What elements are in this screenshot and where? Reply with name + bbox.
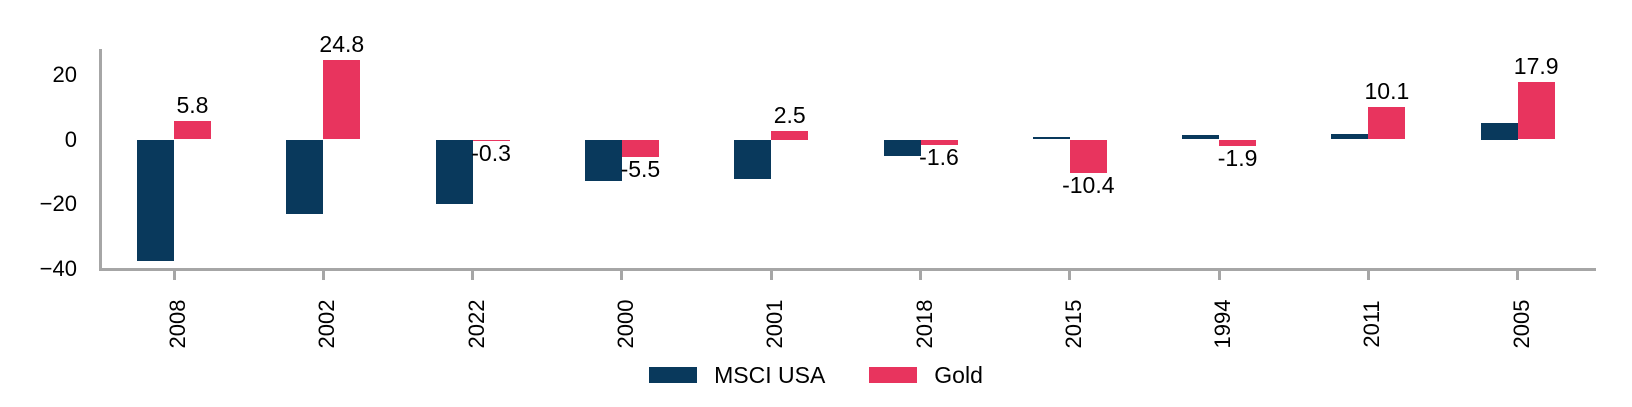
data-label-gold-2011: 10.1 [1364,77,1410,104]
x-axis-label-2008: 2008 [165,299,190,349]
bar-gold-2000 [621,139,659,158]
data-label-gold-2000: -5.5 [620,156,661,183]
bar-msci-usa-2008 [137,139,174,261]
bar-gold-2011 [1368,106,1406,140]
bar-gold-2001 [771,131,809,140]
x-axis-label-2022: 2022 [463,299,489,349]
bar-gold-2002 [323,59,361,140]
legend-spacer [842,375,852,376]
x-tick-2022 [471,271,475,280]
x-axis-label-2015: 2015 [1060,299,1086,349]
data-label-gold-2005: 17.9 [1513,52,1559,79]
x-tick-2018 [919,271,922,280]
data-label-gold-2008: 5.8 [176,91,209,118]
bar-gold-2015 [1069,139,1107,174]
legend-label-gold: Gold [934,361,983,388]
data-label-gold-2018: -1.6 [919,143,959,170]
bar-msci-usa-2000 [584,139,622,181]
x-axis-label-2002: 2002 [314,299,340,349]
legend-swatch-msci-usa [649,367,698,383]
x-axis-label-2005: 2005 [1508,299,1534,349]
x-tick-1994 [1217,271,1221,280]
bar-gold-1994 [1219,139,1257,146]
data-label-gold-2001: 2.5 [773,102,806,129]
x-axis-label-2011: 2011 [1359,300,1385,348]
y-axis-line [99,49,102,271]
x-tick-2011 [1366,271,1370,280]
x-axis-label-2018: 2018 [911,299,937,349]
data-label-gold-1994: -1.9 [1217,144,1258,171]
bar-gold-2008 [174,120,211,140]
x-axis-line [99,268,1596,271]
data-label-gold-2022: -0.3 [471,139,511,166]
bar-gold-2005 [1517,81,1555,140]
legend-label-msci-usa: MSCI USA [714,361,826,388]
data-label-gold-2015: -10.4 [1062,172,1115,199]
x-tick-2002 [321,271,325,280]
bar-msci-usa-2018 [883,139,921,156]
data-label-gold-2002: 24.8 [319,30,365,57]
x-tick-2000 [620,271,624,280]
y-axis-label-20: 20 [52,62,77,87]
x-tick-2015 [1068,271,1072,280]
x-tick-2005 [1516,271,1520,280]
x-axis-label-2001: 2001 [762,299,788,349]
x-axis-label-1994: 1994 [1210,299,1236,349]
bar-msci-usa-2022 [435,139,473,204]
bar-gold-2018 [920,139,958,145]
bar-gold-2022 [472,139,510,141]
bar-msci-usa-2015 [1032,136,1070,140]
x-axis-label-2000: 2000 [612,299,638,349]
y-axis-label-0: 0 [64,126,77,152]
bar-msci-usa-2001 [734,139,772,180]
x-tick-2008 [172,271,176,280]
legend: MSCI USA Gold [0,361,1632,389]
bar-msci-usa-2002 [286,139,324,214]
y-axis-label--40: −40 [39,255,77,281]
x-tick-2001 [769,271,773,280]
bar-msci-usa-2005 [1480,123,1518,140]
legend-swatch-gold [869,367,918,383]
y-axis-label--20: −20 [39,191,77,216]
bar-msci-usa-1994 [1182,135,1220,140]
bar-msci-usa-2011 [1331,133,1369,140]
